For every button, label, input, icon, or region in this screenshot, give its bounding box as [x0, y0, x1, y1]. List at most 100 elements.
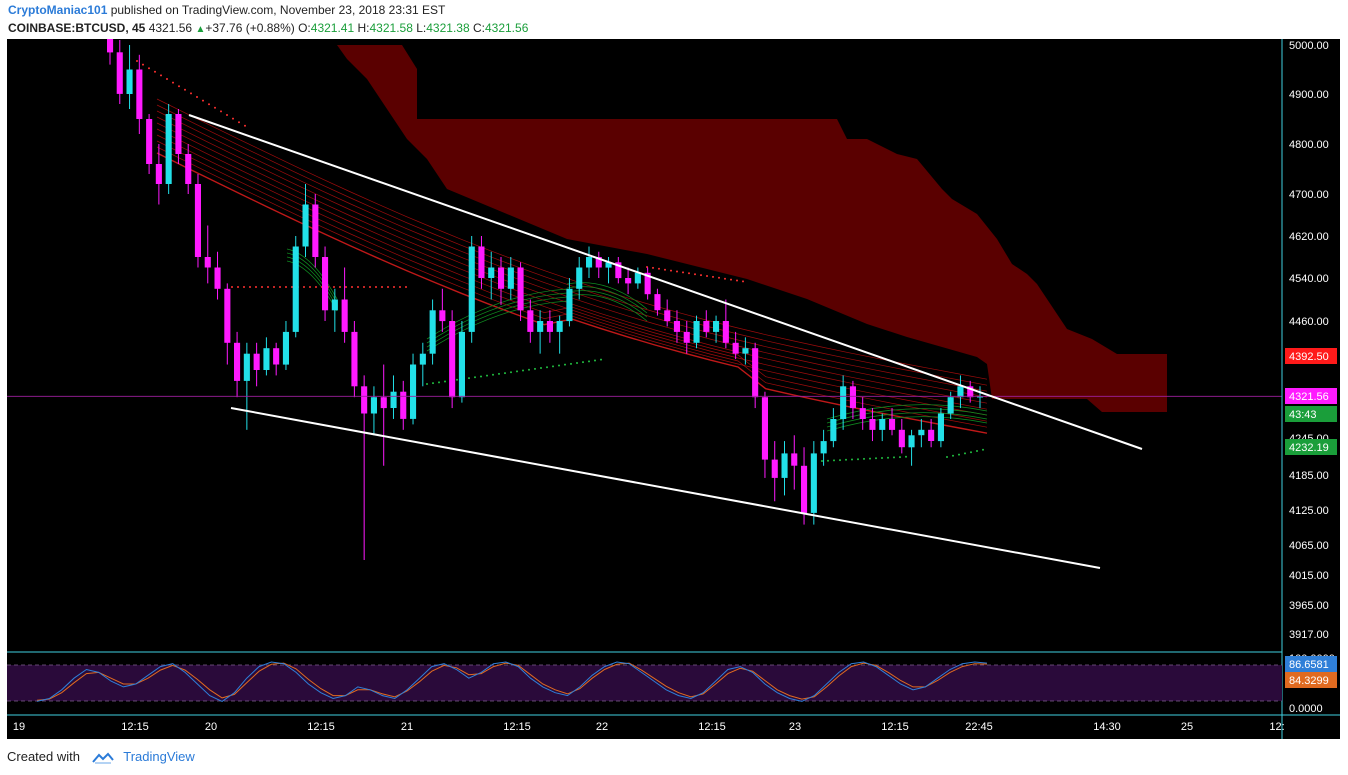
- price-tag: 4232.19: [1285, 439, 1337, 455]
- candle: [830, 408, 837, 448]
- sar-dot: [190, 92, 192, 95]
- x-tick-label: 20: [205, 721, 217, 733]
- candle: [468, 236, 475, 343]
- candle-body: [439, 310, 446, 322]
- price-tag-bg: [1285, 406, 1337, 422]
- tradingview-brand-link[interactable]: TradingView: [123, 749, 195, 764]
- last-price: 4321.56: [148, 21, 193, 35]
- rsi-tag-bg: [1285, 656, 1337, 672]
- rsi-tag-bg: [1285, 672, 1337, 688]
- candle: [537, 310, 544, 354]
- sar-dot: [863, 457, 865, 460]
- lower-trendline: [230, 407, 1101, 569]
- rsi-k-line: [36, 661, 988, 702]
- sar-dot: [208, 103, 210, 106]
- candle: [810, 441, 817, 525]
- sar-dot: [712, 275, 714, 278]
- candle: [282, 321, 289, 370]
- price-tag-label: 4232.19: [1289, 442, 1329, 454]
- sar-dot: [510, 371, 512, 374]
- sar-dot: [594, 359, 596, 362]
- sar-dot: [214, 106, 216, 109]
- candle-body: [419, 353, 426, 365]
- low-label: L:: [416, 21, 427, 35]
- sar-dot: [474, 376, 476, 379]
- rsi-axis-label: 0.0000: [1289, 703, 1323, 715]
- sar-dot: [279, 286, 281, 288]
- candle-body: [840, 386, 847, 419]
- candle: [898, 418, 905, 454]
- green-ribbon-line: [826, 412, 988, 428]
- candle: [761, 391, 768, 478]
- low-value: 4321.38: [426, 21, 470, 35]
- author-link[interactable]: CryptoManiac101: [8, 3, 108, 17]
- sar-dot: [905, 455, 907, 458]
- candle-body: [830, 419, 837, 442]
- sar-dot: [184, 88, 186, 91]
- candle: [693, 315, 700, 349]
- candle-body: [879, 419, 886, 430]
- sar-dot: [869, 457, 871, 460]
- sar-dot: [480, 375, 482, 378]
- candle: [546, 310, 553, 343]
- candle: [869, 408, 876, 442]
- x-tick-label: 12:15: [121, 721, 149, 733]
- green-ribbon-line: [286, 256, 338, 308]
- candle-body: [713, 321, 720, 332]
- candle-body: [810, 453, 817, 513]
- sar-dot: [468, 377, 470, 380]
- candle: [243, 342, 250, 430]
- rsi-value-tag: 84.3299: [1285, 672, 1337, 688]
- candle-body: [605, 262, 612, 268]
- x-tick-label: 19: [13, 721, 25, 733]
- sar-dot: [237, 286, 239, 288]
- green-ribbon-line: [826, 416, 988, 432]
- candle-body: [224, 288, 231, 343]
- candle-body: [566, 288, 573, 322]
- candle-body: [977, 396, 984, 398]
- green-ribbon-line: [426, 288, 568, 340]
- candle: [527, 299, 534, 343]
- candle: [165, 104, 172, 194]
- candle: [234, 331, 241, 398]
- candle-body: [390, 391, 397, 408]
- y-tick-label: 4900.00: [1289, 89, 1329, 101]
- sar-dot: [160, 74, 162, 77]
- sar-dot: [652, 266, 654, 269]
- candle-body: [507, 267, 514, 289]
- price-tag-bg: [1285, 439, 1337, 455]
- x-tick-label: 14:30: [1093, 721, 1121, 733]
- candle: [175, 109, 182, 164]
- sar-dot: [315, 286, 317, 288]
- sar-dot: [154, 70, 156, 73]
- sar-dot: [724, 277, 726, 280]
- candle-body: [527, 310, 534, 332]
- sar-dot: [664, 268, 666, 271]
- candle-body: [967, 386, 974, 398]
- candle-body: [312, 204, 319, 257]
- y-tick-label: 3965.00: [1289, 600, 1329, 612]
- candle: [478, 236, 485, 289]
- candle-body: [341, 299, 348, 332]
- candle: [439, 288, 446, 332]
- y-tick-label: 4460.00: [1289, 316, 1329, 328]
- price-chart[interactable]: 5000.00 4900.00 4800.00 4700.00 4620.00 4540.…: [7, 39, 1340, 739]
- sar-dot: [456, 378, 458, 381]
- sar-dot: [444, 380, 446, 383]
- x-tick-label: 12:15: [307, 721, 335, 733]
- candle-body: [761, 397, 768, 460]
- publish-info: published on TradingView.com, November 2…: [107, 3, 446, 17]
- sar-dot: [658, 267, 660, 270]
- candle: [361, 375, 368, 560]
- x-tick-label: 22:45: [965, 721, 993, 733]
- candle-body: [703, 321, 710, 332]
- candle-body: [468, 246, 475, 332]
- publish-line: CryptoManiac101 published on TradingView…: [8, 3, 445, 17]
- sar-dot: [426, 383, 428, 385]
- candle-body: [107, 39, 114, 53]
- sar-dot: [432, 382, 434, 385]
- sar-dot: [142, 63, 144, 66]
- green-ribbon-line: [426, 296, 568, 348]
- candle: [849, 380, 856, 419]
- x-tick-label: 12:15: [698, 721, 726, 733]
